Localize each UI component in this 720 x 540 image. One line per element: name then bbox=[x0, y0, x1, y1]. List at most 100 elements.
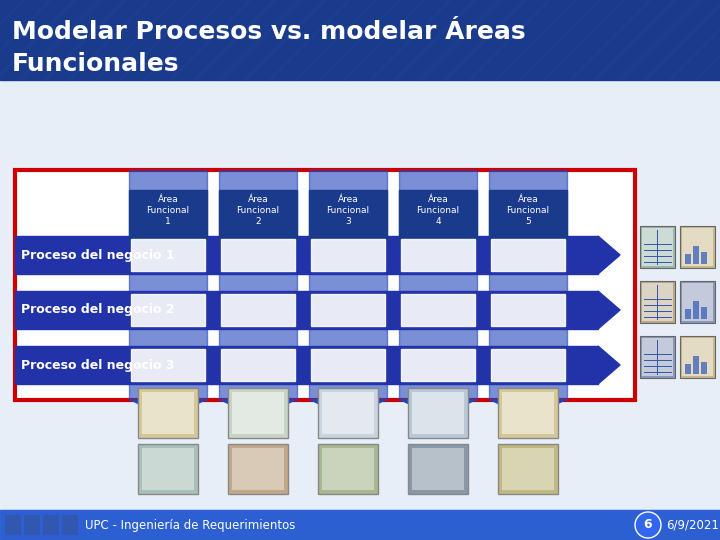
Bar bbox=[311, 294, 385, 326]
Polygon shape bbox=[311, 400, 385, 418]
Bar bbox=[642, 338, 673, 376]
Bar bbox=[642, 283, 673, 321]
Bar bbox=[131, 239, 205, 271]
Bar bbox=[693, 356, 699, 374]
Bar bbox=[232, 392, 284, 434]
Bar bbox=[642, 228, 673, 266]
Text: Área
Funcional
4: Área Funcional 4 bbox=[416, 195, 459, 226]
Bar bbox=[131, 349, 205, 381]
Bar bbox=[685, 364, 691, 374]
Bar bbox=[685, 309, 691, 319]
Polygon shape bbox=[401, 400, 475, 418]
Bar bbox=[682, 228, 713, 266]
Polygon shape bbox=[131, 400, 205, 418]
Bar bbox=[502, 392, 554, 434]
Bar bbox=[399, 190, 477, 245]
Bar bbox=[491, 294, 565, 326]
Bar bbox=[412, 448, 464, 490]
Bar bbox=[142, 392, 194, 434]
Bar bbox=[5, 515, 21, 535]
Bar bbox=[318, 444, 378, 494]
Bar bbox=[129, 170, 207, 400]
Bar bbox=[15, 170, 635, 400]
Text: Proceso del negocio 1: Proceso del negocio 1 bbox=[21, 248, 175, 261]
Text: 6: 6 bbox=[644, 518, 652, 531]
Bar bbox=[491, 239, 565, 271]
Bar bbox=[221, 239, 295, 271]
Polygon shape bbox=[598, 291, 620, 329]
Bar bbox=[498, 388, 558, 438]
Text: 6/9/2021: 6/9/2021 bbox=[667, 518, 719, 531]
Bar bbox=[399, 170, 477, 400]
Bar bbox=[232, 448, 284, 490]
Bar bbox=[491, 349, 565, 381]
Bar bbox=[401, 239, 475, 271]
Bar bbox=[680, 336, 715, 378]
Bar bbox=[682, 338, 713, 376]
Bar bbox=[502, 448, 554, 490]
Bar bbox=[221, 294, 295, 326]
Text: Funcionales: Funcionales bbox=[12, 52, 179, 76]
Bar bbox=[138, 444, 198, 494]
Bar bbox=[228, 388, 288, 438]
Bar bbox=[693, 246, 699, 264]
Text: UPC - Ingeniería de Requerimientos: UPC - Ingeniería de Requerimientos bbox=[85, 518, 295, 531]
Polygon shape bbox=[598, 346, 620, 384]
Bar bbox=[311, 349, 385, 381]
Bar bbox=[309, 190, 387, 245]
Bar bbox=[322, 392, 374, 434]
Bar bbox=[0, 510, 720, 540]
Bar bbox=[43, 515, 59, 535]
Bar bbox=[640, 336, 675, 378]
Bar bbox=[489, 190, 567, 245]
Bar bbox=[685, 254, 691, 264]
Text: Área
Funcional
5: Área Funcional 5 bbox=[506, 195, 549, 226]
Polygon shape bbox=[598, 236, 620, 274]
Bar bbox=[408, 444, 468, 494]
Bar bbox=[489, 170, 567, 400]
Bar bbox=[498, 444, 558, 494]
Polygon shape bbox=[491, 400, 565, 418]
Bar bbox=[15, 236, 598, 274]
Bar bbox=[693, 301, 699, 319]
Text: Proceso del negocio 3: Proceso del negocio 3 bbox=[21, 359, 174, 372]
Bar bbox=[311, 239, 385, 271]
Bar bbox=[219, 190, 297, 245]
Bar bbox=[0, 510, 720, 540]
Text: Proceso del negocio 2: Proceso del negocio 2 bbox=[21, 303, 175, 316]
Bar bbox=[680, 226, 715, 268]
Bar bbox=[24, 515, 40, 535]
Bar bbox=[131, 294, 205, 326]
Bar bbox=[322, 448, 374, 490]
Bar bbox=[412, 392, 464, 434]
Bar bbox=[701, 362, 707, 374]
Bar bbox=[408, 388, 468, 438]
Bar bbox=[318, 388, 378, 438]
Bar bbox=[219, 170, 297, 400]
Text: Área
Funcional
2: Área Funcional 2 bbox=[236, 195, 279, 226]
Bar bbox=[62, 515, 78, 535]
Bar bbox=[221, 349, 295, 381]
Bar bbox=[142, 448, 194, 490]
Bar bbox=[129, 190, 207, 245]
Text: Área
Funcional
3: Área Funcional 3 bbox=[326, 195, 369, 226]
Bar bbox=[15, 291, 598, 329]
Bar bbox=[138, 388, 198, 438]
Bar bbox=[680, 281, 715, 323]
Bar bbox=[401, 349, 475, 381]
Bar bbox=[309, 170, 387, 400]
Bar bbox=[701, 252, 707, 264]
Bar bbox=[15, 346, 598, 384]
Bar bbox=[401, 294, 475, 326]
Bar bbox=[682, 283, 713, 321]
Bar bbox=[640, 226, 675, 268]
Bar bbox=[640, 281, 675, 323]
Bar bbox=[228, 444, 288, 494]
Bar bbox=[0, 0, 720, 80]
Text: Área
Funcional
1: Área Funcional 1 bbox=[146, 195, 189, 226]
Circle shape bbox=[635, 512, 661, 538]
Bar bbox=[701, 307, 707, 319]
Bar bbox=[0, 80, 720, 510]
Text: Modelar Procesos vs. modelar Áreas: Modelar Procesos vs. modelar Áreas bbox=[12, 20, 526, 44]
Polygon shape bbox=[221, 400, 295, 418]
